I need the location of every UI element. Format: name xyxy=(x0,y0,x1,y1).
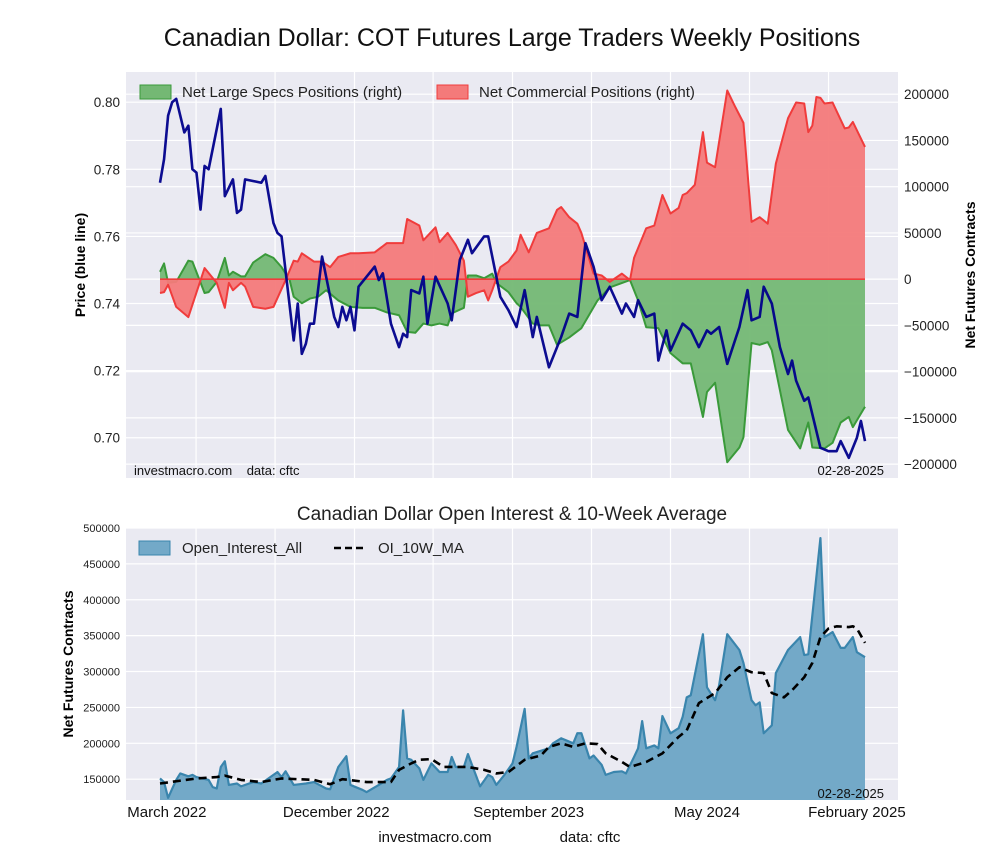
open-interest-title: Canadian Dollar Open Interest & 10-Week … xyxy=(297,504,727,525)
oi-tick-label: 300000 xyxy=(83,667,120,679)
price-tick-label: 0.70 xyxy=(94,431,120,446)
price-axis-label: Price (blue line) xyxy=(72,213,88,317)
oi-10w-ma-line xyxy=(159,625,867,786)
legend-swatch-commercial xyxy=(436,84,469,100)
positions-chart: 0.700.720.740.760.780.80 −200000−150000−… xyxy=(72,72,978,478)
footer-source: data: cftc xyxy=(560,829,621,846)
date-tick-label: May 2024 xyxy=(674,804,740,821)
oi-tick-label: 150000 xyxy=(83,774,120,786)
net-contracts-axis-label: Net Futures Contracts xyxy=(962,201,978,348)
contracts-tick-label: −100000 xyxy=(904,365,957,380)
legend-label-specs: Net Large Specs Positions (right) xyxy=(182,84,402,101)
date-tick-label: December 2022 xyxy=(283,804,390,821)
net-contracts-axis-ticks: −200000 −150000 −100000 −50000 0 50000 100000 1… xyxy=(904,87,957,472)
open-interest-chart: Canadian Dollar Open Interest & 10-Week … xyxy=(60,504,906,821)
positions-legend: Net Large Specs Positions (right) Net Co… xyxy=(139,84,695,101)
open-interest-axis-ticks: 150000 200000 250000 300000 350000 400000 4500… xyxy=(83,523,120,786)
source-annotation: investmacro.com data: cftc xyxy=(134,463,300,478)
price-tick-label: 0.80 xyxy=(94,95,120,110)
positions-areas xyxy=(159,89,866,464)
oi-tick-label: 250000 xyxy=(83,702,120,714)
date-axis-ticks: March 2022 December 2022 September 2023 May… xyxy=(127,804,905,821)
legend-label-commercial: Net Commercial Positions (right) xyxy=(479,84,695,101)
price-line xyxy=(158,97,867,460)
oi-tick-label: 350000 xyxy=(83,631,120,643)
contracts-tick-label: 150000 xyxy=(904,133,949,148)
legend-label-ma: OI_10W_MA xyxy=(378,540,464,557)
contracts-tick-label: 0 xyxy=(904,272,912,287)
date-tick-label: February 2025 xyxy=(808,804,906,821)
open-interest-area xyxy=(160,538,865,800)
price-tick-label: 0.72 xyxy=(94,364,120,379)
price-series xyxy=(158,97,867,460)
contracts-tick-label: −150000 xyxy=(904,411,957,426)
net-large-specs-area xyxy=(160,254,865,463)
net-large-specs-line xyxy=(159,253,866,464)
oi-tick-label: 500000 xyxy=(83,523,120,535)
price-tick-label: 0.74 xyxy=(94,297,121,312)
net-commercial-line xyxy=(159,89,866,319)
open-interest-line xyxy=(159,536,866,799)
legend-swatch-specs xyxy=(139,84,172,100)
contracts-tick-label: 100000 xyxy=(904,180,949,195)
legend-swatch-open-interest xyxy=(138,540,171,556)
price-tick-label: 0.76 xyxy=(94,229,120,244)
contracts-tick-label: 50000 xyxy=(904,226,942,241)
date-tick-label: September 2023 xyxy=(473,804,584,821)
footer-site: investmacro.com xyxy=(378,829,491,846)
price-tick-label: 0.78 xyxy=(94,162,120,177)
contracts-tick-label: −200000 xyxy=(904,457,957,472)
date-tick-label: March 2022 xyxy=(127,804,206,821)
contracts-tick-label: 200000 xyxy=(904,87,949,102)
legend-label-open-interest: Open_Interest_All xyxy=(182,540,302,557)
open-interest-series xyxy=(159,536,867,800)
oi-date-annotation: 02-28-2025 xyxy=(818,786,885,801)
oi-tick-label: 400000 xyxy=(83,595,120,607)
oi-tick-label: 450000 xyxy=(83,559,120,571)
open-interest-legend: Open_Interest_All OI_10W_MA xyxy=(138,540,464,557)
contracts-tick-label: −50000 xyxy=(904,318,949,333)
date-annotation: 02-28-2025 xyxy=(818,463,885,478)
figure-title: Canadian Dollar: COT Futures Large Trade… xyxy=(164,24,861,52)
open-interest-axis-label: Net Futures Contracts xyxy=(60,590,76,737)
open-interest-gridlines xyxy=(126,527,898,800)
price-axis-ticks: 0.70 0.72 0.74 0.76 0.78 0.80 xyxy=(94,95,121,446)
oi-tick-label: 200000 xyxy=(83,738,120,750)
